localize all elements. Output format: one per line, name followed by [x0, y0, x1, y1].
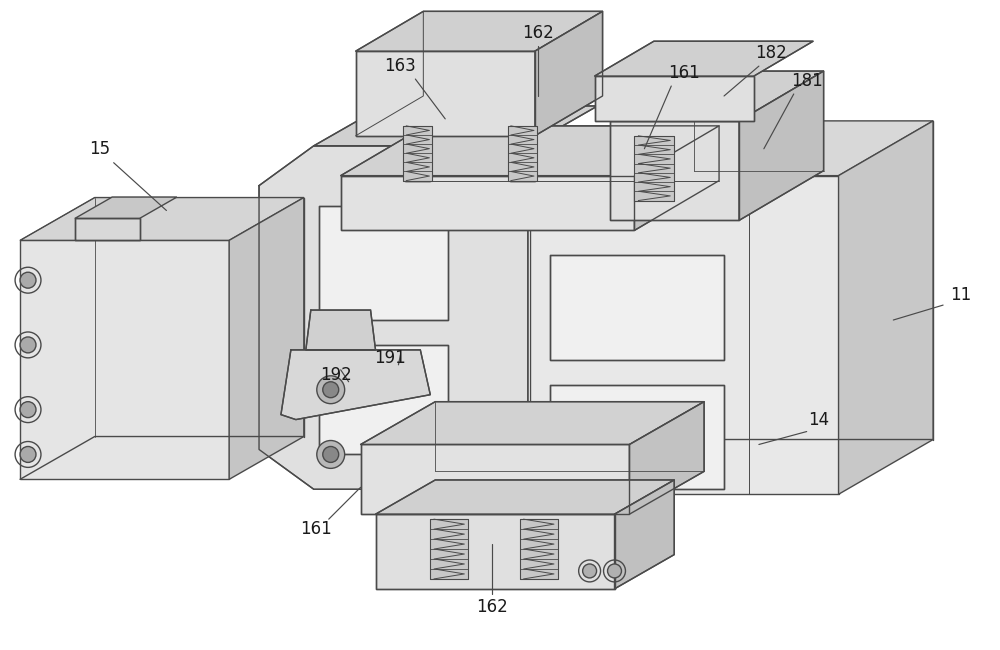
Text: 192: 192 [320, 366, 352, 384]
Polygon shape [550, 385, 724, 489]
Polygon shape [376, 514, 615, 589]
Text: 182: 182 [755, 44, 787, 62]
Polygon shape [319, 345, 448, 454]
Circle shape [323, 382, 339, 398]
Polygon shape [319, 205, 448, 320]
Polygon shape [405, 136, 430, 181]
Text: 162: 162 [522, 24, 554, 42]
Polygon shape [595, 76, 754, 121]
Polygon shape [361, 402, 704, 445]
Text: 14: 14 [808, 411, 829, 428]
Polygon shape [629, 402, 704, 514]
Circle shape [20, 447, 36, 462]
Bar [508, 126, 537, 181]
Polygon shape [20, 198, 304, 240]
Circle shape [317, 441, 345, 469]
Text: 11: 11 [950, 286, 972, 304]
Text: 163: 163 [385, 57, 416, 75]
Polygon shape [259, 146, 528, 489]
Bar [403, 126, 432, 181]
Polygon shape [839, 121, 933, 494]
Polygon shape [341, 176, 634, 230]
Polygon shape [550, 255, 724, 360]
Polygon shape [739, 71, 824, 220]
Polygon shape [510, 136, 535, 181]
Polygon shape [595, 41, 813, 76]
Circle shape [317, 376, 345, 404]
Bar [634, 136, 674, 201]
Polygon shape [306, 310, 376, 350]
Text: 15: 15 [89, 140, 110, 158]
Polygon shape [530, 121, 933, 176]
Circle shape [608, 564, 621, 578]
Polygon shape [376, 480, 674, 514]
Circle shape [20, 337, 36, 353]
Polygon shape [20, 240, 229, 479]
Polygon shape [615, 480, 674, 589]
Polygon shape [610, 71, 824, 121]
Circle shape [20, 272, 36, 288]
Circle shape [583, 564, 597, 578]
Circle shape [323, 447, 339, 462]
Polygon shape [229, 198, 304, 479]
Text: 191: 191 [375, 349, 406, 367]
Text: 161: 161 [300, 520, 332, 538]
Polygon shape [634, 126, 719, 230]
Polygon shape [341, 126, 719, 176]
Polygon shape [75, 197, 177, 218]
Text: 162: 162 [476, 598, 508, 616]
Bar [430, 519, 468, 579]
Polygon shape [535, 11, 603, 136]
Text: 181: 181 [791, 72, 823, 90]
Polygon shape [314, 106, 598, 146]
Text: 161: 161 [668, 64, 700, 82]
Polygon shape [530, 176, 839, 494]
Polygon shape [356, 11, 603, 51]
Circle shape [20, 402, 36, 417]
Polygon shape [356, 51, 535, 136]
Bar [520, 519, 558, 579]
Polygon shape [281, 350, 430, 420]
Polygon shape [361, 445, 629, 514]
Polygon shape [610, 121, 739, 220]
Polygon shape [75, 218, 140, 240]
